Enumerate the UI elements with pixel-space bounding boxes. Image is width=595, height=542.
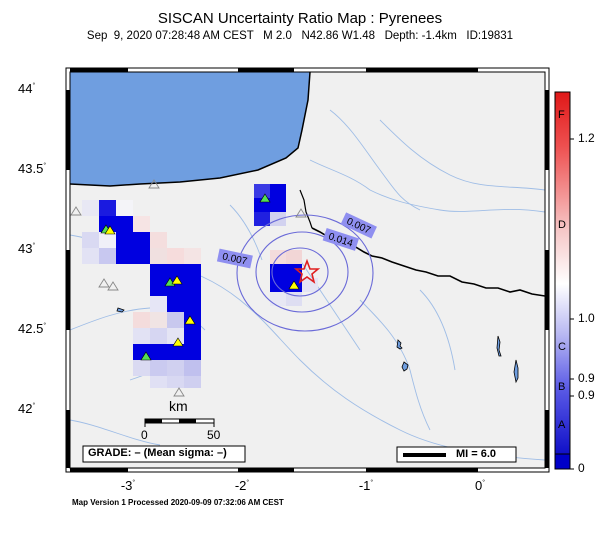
station-triangle [104, 225, 116, 235]
lat-tick-label: 42° [18, 401, 36, 416]
lon-tick-label: -3° [120, 478, 136, 493]
station-triangle [171, 275, 183, 285]
coastline [70, 72, 311, 187]
epicenter-star [293, 258, 321, 284]
colorbar-grade: D [558, 219, 566, 231]
scale-tick-0: 0 [141, 428, 148, 442]
processing-footer: Map Version 1 Processed 2020-09-09 07:32… [72, 498, 284, 507]
station-triangle [184, 315, 196, 325]
mi-legend-box [396, 446, 517, 463]
sea-area [70, 72, 310, 186]
lat-tick-label: 43° [18, 241, 36, 256]
mi-legend-text: MI = 6.0 [456, 448, 497, 460]
lat-tick-label: 43.5° [18, 161, 47, 176]
station-triangle [172, 337, 184, 347]
lakes [116, 295, 519, 384]
colorbar-value: 1.2 [578, 131, 595, 145]
lat-tick-label: 42.5° [18, 321, 47, 336]
scale-bar [144, 418, 215, 427]
svg-text:0.007: 0.007 [221, 251, 248, 267]
colorbar-grade: A [558, 419, 566, 431]
colorbar-grade: C [558, 341, 566, 353]
colorbar-value: 0.9 [578, 371, 595, 385]
station-triangle [259, 193, 271, 203]
lon-tick-label: -1° [358, 478, 374, 493]
event-subtitle: Sep 9, 2020 07:28:48 AM CEST M 2.0 N42.8… [86, 30, 514, 42]
uncertainty-grid [82, 184, 318, 388]
region-border [299, 189, 313, 229]
map-title: SISCAN Uncertainty Ratio Map : Pyrenees [157, 10, 443, 27]
grade-text: GRADE: – (Mean sigma: –) [88, 447, 227, 459]
inactive-stations [70, 179, 307, 397]
colorbar-value: 0.9 [578, 388, 595, 402]
lat-tick-label: 44° [18, 81, 36, 96]
grade-box [82, 445, 246, 463]
stations [100, 193, 300, 361]
lon-tick-label: -2° [234, 478, 250, 493]
colorbar-grade: B [558, 381, 566, 393]
colorbar [554, 91, 574, 470]
scale-unit: km [169, 398, 188, 414]
station-triangle [288, 280, 300, 290]
colorbar-grade: F [558, 109, 565, 121]
map-frame [65, 67, 550, 473]
lon-tick-label: 0° [474, 478, 486, 493]
colorbar-value: 1.0 [578, 311, 595, 325]
scale-tick-50: 50 [207, 428, 221, 442]
colorbar-value: 0 [578, 461, 585, 475]
contour-label-1: 0.007 [216, 248, 253, 269]
station-triangle [140, 351, 152, 361]
